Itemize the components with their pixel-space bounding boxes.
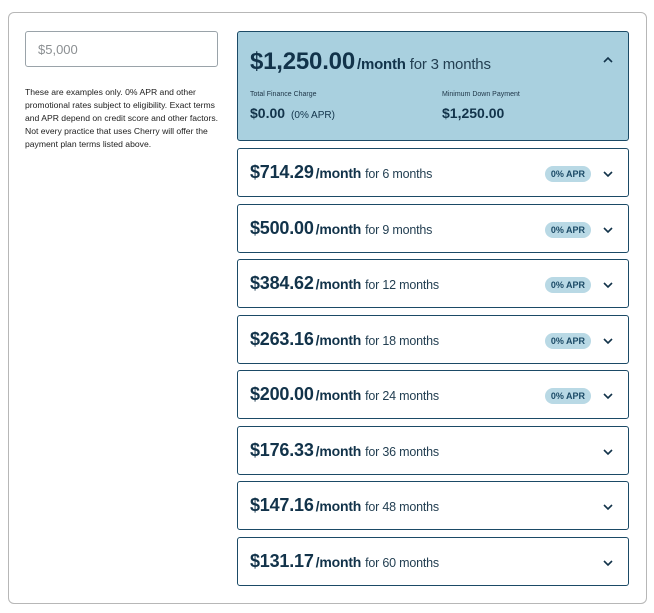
- plan-amount: $131.17: [250, 551, 314, 571]
- plan-row[interactable]: $384.62/month for 12 months 0% APR: [237, 259, 629, 308]
- plan-amount: $147.16: [250, 495, 314, 515]
- apr-badge: 0% APR: [544, 166, 591, 182]
- chevron-down-icon[interactable]: [602, 279, 614, 291]
- chevron-down-icon[interactable]: [602, 224, 614, 236]
- plan-per-month: /month: [315, 276, 362, 292]
- plan-per-month: /month: [315, 332, 362, 348]
- plan-per-month: /month: [315, 165, 362, 181]
- chevron-up-icon[interactable]: [602, 54, 614, 66]
- disclaimer-text: These are examples only. 0% APR and othe…: [25, 87, 219, 149]
- plan-headline: $263.16/month for 18 months: [250, 329, 439, 350]
- plan-headline: $1,250.00/month for 3 months: [250, 48, 491, 76]
- plan-amount: $263.16: [250, 329, 314, 349]
- plan-per-month: /month: [315, 498, 362, 514]
- plan-term: for 9 months: [365, 223, 433, 237]
- plan-amount: $714.29: [250, 162, 314, 182]
- plan-headline: $131.17/month for 60 months: [250, 551, 439, 572]
- plan-per-month: /month: [356, 56, 406, 73]
- finance-charge-amount: $0.00: [250, 105, 286, 121]
- plan-per-month: /month: [315, 387, 362, 403]
- plan-per-month: /month: [315, 443, 362, 459]
- plan-term: for 36 months: [365, 445, 439, 459]
- apr-badge: 0% APR: [544, 333, 591, 349]
- chevron-down-icon[interactable]: [602, 557, 614, 569]
- plan-row[interactable]: $263.16/month for 18 months 0% APR: [237, 315, 629, 364]
- plan-headline: $714.29/month for 6 months: [250, 162, 432, 183]
- plan-headline: $500.00/month for 9 months: [250, 218, 432, 239]
- plan-amount: $384.62: [250, 273, 314, 293]
- chevron-down-icon[interactable]: [602, 168, 614, 180]
- chevron-down-icon[interactable]: [602, 390, 614, 402]
- plan-row[interactable]: $131.17/month for 60 months: [237, 537, 629, 586]
- plan-row[interactable]: $147.16/month for 48 months: [237, 481, 629, 530]
- plan-headline: $176.33/month for 36 months: [250, 440, 439, 461]
- plan-term: for 12 months: [365, 278, 439, 292]
- plan-row[interactable]: $714.29/month for 6 months 0% APR: [237, 148, 629, 197]
- purchase-amount-input[interactable]: [25, 31, 218, 67]
- plan-amount: $200.00: [250, 384, 314, 404]
- chevron-down-icon[interactable]: [602, 335, 614, 347]
- down-payment-value: $1,250.00: [442, 105, 505, 121]
- plan-per-month: /month: [315, 221, 362, 237]
- apr-badge: 0% APR: [544, 222, 591, 238]
- down-payment-label: Minimum Down Payment: [442, 91, 520, 98]
- apr-badge: 0% APR: [544, 388, 591, 404]
- plan-term: for 48 months: [365, 500, 439, 514]
- plan-headline: $200.00/month for 24 months: [250, 384, 439, 405]
- plan-headline: $147.16/month for 48 months: [250, 495, 439, 516]
- plan-term: for 18 months: [365, 334, 439, 348]
- plan-per-month: /month: [315, 554, 362, 570]
- plan-term: for 3 months: [409, 56, 491, 73]
- plan-amount: $500.00: [250, 218, 314, 238]
- finance-charge-label: Total Finance Charge: [250, 91, 317, 98]
- plan-term: for 60 months: [365, 556, 439, 570]
- plan-row[interactable]: $176.33/month for 36 months: [237, 426, 629, 475]
- plan-row[interactable]: $500.00/month for 9 months 0% APR: [237, 204, 629, 253]
- plan-amount: $176.33: [250, 440, 314, 460]
- plan-term: for 24 months: [365, 389, 439, 403]
- chevron-down-icon[interactable]: [602, 501, 614, 513]
- finance-charge-apr: (0% APR): [291, 110, 335, 121]
- plan-amount: $1,250.00: [250, 48, 355, 75]
- plan-row[interactable]: $200.00/month for 24 months 0% APR: [237, 370, 629, 419]
- plan-3-months-expanded[interactable]: $1,250.00/month for 3 months Total Financ…: [237, 31, 629, 141]
- plan-term: for 6 months: [365, 167, 433, 181]
- finance-charge-value: $0.00 (0% APR): [250, 105, 335, 121]
- chevron-down-icon[interactable]: [602, 446, 614, 458]
- apr-badge: 0% APR: [544, 277, 591, 293]
- plan-headline: $384.62/month for 12 months: [250, 273, 439, 294]
